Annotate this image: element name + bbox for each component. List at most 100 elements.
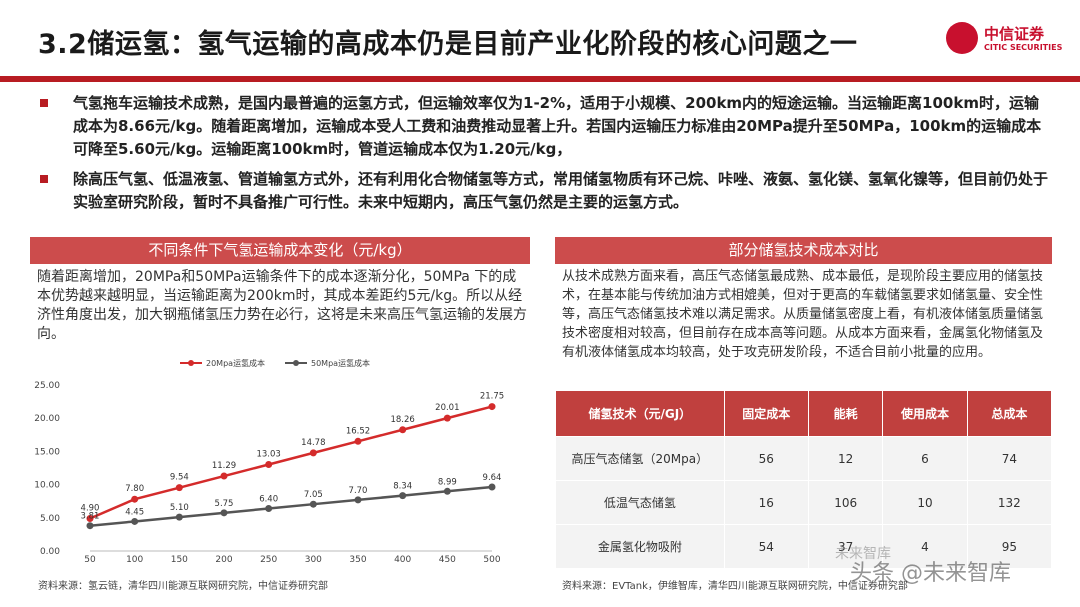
data-label: 8.34 [393, 482, 412, 492]
data-point [86, 522, 94, 530]
table-cell: 56 [723, 436, 809, 481]
data-label: 7.05 [304, 490, 323, 500]
x-tick-label: 500 [483, 555, 500, 565]
y-tick-label: 10.00 [34, 481, 60, 491]
data-label: 3.81 [81, 512, 100, 522]
table-cell: 16 [723, 480, 809, 525]
data-label: 18.26 [390, 415, 414, 425]
storage-cost-table: 储氢技术（元/GJ） 固定成本 能耗 使用成本 总成本 高压气态储氢（20Mpa… [555, 390, 1053, 569]
watermark-small: 未来智库 [835, 546, 891, 562]
data-point [220, 472, 228, 480]
table-row: 金属氢化物吸附 54 37 4 95 [555, 524, 1053, 569]
table-cell: 10 [882, 480, 968, 525]
bullet-square-icon [40, 99, 48, 107]
x-tick-label: 50 [84, 555, 96, 565]
data-point [399, 492, 407, 500]
logo-emblem-icon [946, 22, 978, 54]
x-tick-label: 150 [171, 555, 188, 565]
data-label: 5.75 [215, 499, 234, 509]
column-header: 能耗 [807, 390, 884, 437]
table-cell: 54 [723, 524, 809, 569]
data-label: 8.99 [438, 477, 457, 487]
logo-name-en: CITIC SECURITIES [984, 43, 1063, 52]
data-label: 4.90 [81, 503, 100, 513]
y-tick-label: 0.00 [40, 547, 60, 557]
y-tick-label: 15.00 [34, 447, 60, 457]
x-tick-label: 450 [439, 555, 456, 565]
bullet-item: 气氢拖车运输技术成熟，是国内最普遍的运氢方式，但运输效率仅为1-2%，适用于小规… [38, 92, 1048, 161]
bullet-text: 除高压气氢、低温液氢、管道输氢方式外，还有利用化合物储氢等方式，常用储氢物质有环… [73, 170, 1049, 211]
data-label: 7.80 [125, 484, 144, 494]
data-point [220, 509, 228, 517]
table-cell: 95 [966, 524, 1053, 569]
table-cell: 低温气态储氢 [555, 480, 725, 525]
data-point [443, 414, 451, 422]
citic-logo: 中信证券 CITIC SECURITIES [946, 22, 1062, 58]
table-cell: 74 [966, 436, 1053, 481]
data-point [175, 513, 183, 521]
left-panel-title: 不同条件下气氢运输成本变化（元/kg） [30, 237, 530, 264]
legend-marker [293, 360, 299, 366]
y-tick-label: 5.00 [40, 514, 60, 524]
data-label: 14.78 [301, 438, 325, 448]
y-tick-label: 25.00 [34, 381, 60, 391]
data-point [86, 514, 94, 522]
right-source: 资料来源：EVTank，伊维智库，清华四川能源互联网研究院，中信证券研究部 [562, 581, 908, 592]
data-label: 6.40 [259, 495, 278, 505]
transport-cost-chart: 0.00 5.00 10.00 15.00 20.00 25.00 50 100 150 200 2… [34, 358, 504, 565]
data-point [265, 460, 273, 468]
data-point [265, 505, 273, 513]
column-header: 储氢技术（元/GJ） [555, 390, 725, 437]
data-point [309, 449, 317, 457]
data-label: 20.01 [435, 403, 459, 413]
data-point [309, 500, 317, 508]
left-source: 资料来源：氢云链，清华四川能源互联网研究院，中信证券研究部 [38, 581, 328, 592]
bullet-square-icon [40, 175, 48, 183]
table-cell: 4 [882, 524, 968, 569]
right-panel-title: 部分储氢技术成本对比 [555, 237, 1052, 264]
table-cell: 12 [807, 436, 884, 481]
table-cell: 6 [882, 436, 968, 481]
table-row: 低温气态储氢 16 106 10 132 [555, 480, 1053, 525]
column-header: 使用成本 [882, 390, 968, 437]
data-label: 9.54 [170, 473, 189, 483]
data-point [354, 496, 362, 504]
data-label: 21.75 [480, 392, 504, 402]
data-label: 13.03 [256, 449, 280, 459]
data-point [175, 484, 183, 492]
series-line [89, 485, 493, 527]
table-row: 高压气态储氢（20Mpa） 56 12 6 74 [555, 436, 1053, 481]
series-line [89, 405, 493, 520]
column-header: 固定成本 [723, 390, 809, 437]
logo-name-cn: 中信证券 [984, 25, 1045, 43]
data-point [488, 403, 496, 411]
data-label: 4.45 [125, 507, 144, 517]
data-point [399, 426, 407, 434]
x-tick-label: 100 [126, 555, 143, 565]
watermark: 头条 @未来智库 [850, 561, 1011, 586]
right-panel-text: 从技术成熟方面来看，高压气态储氢最成熟、成本最低，是现阶段主要应用的储氢技术，在… [562, 269, 1044, 360]
bullet-item: 除高压气氢、低温液氢、管道输氢方式外，还有利用化合物储氢等方式，常用储氢物质有环… [38, 168, 1048, 214]
table-header-row: 储氢技术（元/GJ） 固定成本 能耗 使用成本 总成本 [555, 390, 1053, 437]
x-tick-label: 300 [305, 555, 322, 565]
header-divider [0, 76, 1080, 82]
table-cell: 132 [966, 480, 1053, 525]
bullet-text: 气氢拖车运输技术成熟，是国内最普遍的运氢方式，但运输效率仅为1-2%，适用于小规… [73, 94, 1042, 158]
data-label: 9.64 [483, 473, 502, 483]
x-tick-label: 250 [260, 555, 277, 565]
x-tick-label: 350 [349, 555, 366, 565]
x-tick-label: 200 [215, 555, 232, 565]
page-title: 3.2储运氢：氢气运输的高成本仍是目前产业化阶段的核心问题之一 [38, 29, 858, 60]
legend-label: 20Mpa运氢成本 [206, 358, 265, 368]
y-tick-label: 20.00 [34, 414, 60, 424]
table-cell: 高压气态储氢（20Mpa） [555, 436, 725, 481]
legend-marker [188, 360, 194, 366]
x-tick-label: 400 [394, 555, 411, 565]
column-header: 总成本 [966, 390, 1053, 437]
table-cell: 金属氢化物吸附 [555, 524, 725, 569]
data-label: 16.52 [346, 426, 370, 436]
legend-label: 50Mpa运氢成本 [311, 358, 370, 368]
data-label: 7.70 [349, 486, 368, 496]
data-label: 5.10 [170, 503, 189, 513]
bullet-list: 气氢拖车运输技术成熟，是国内最普遍的运氢方式，但运输效率仅为1-2%，适用于小规… [38, 92, 1048, 221]
